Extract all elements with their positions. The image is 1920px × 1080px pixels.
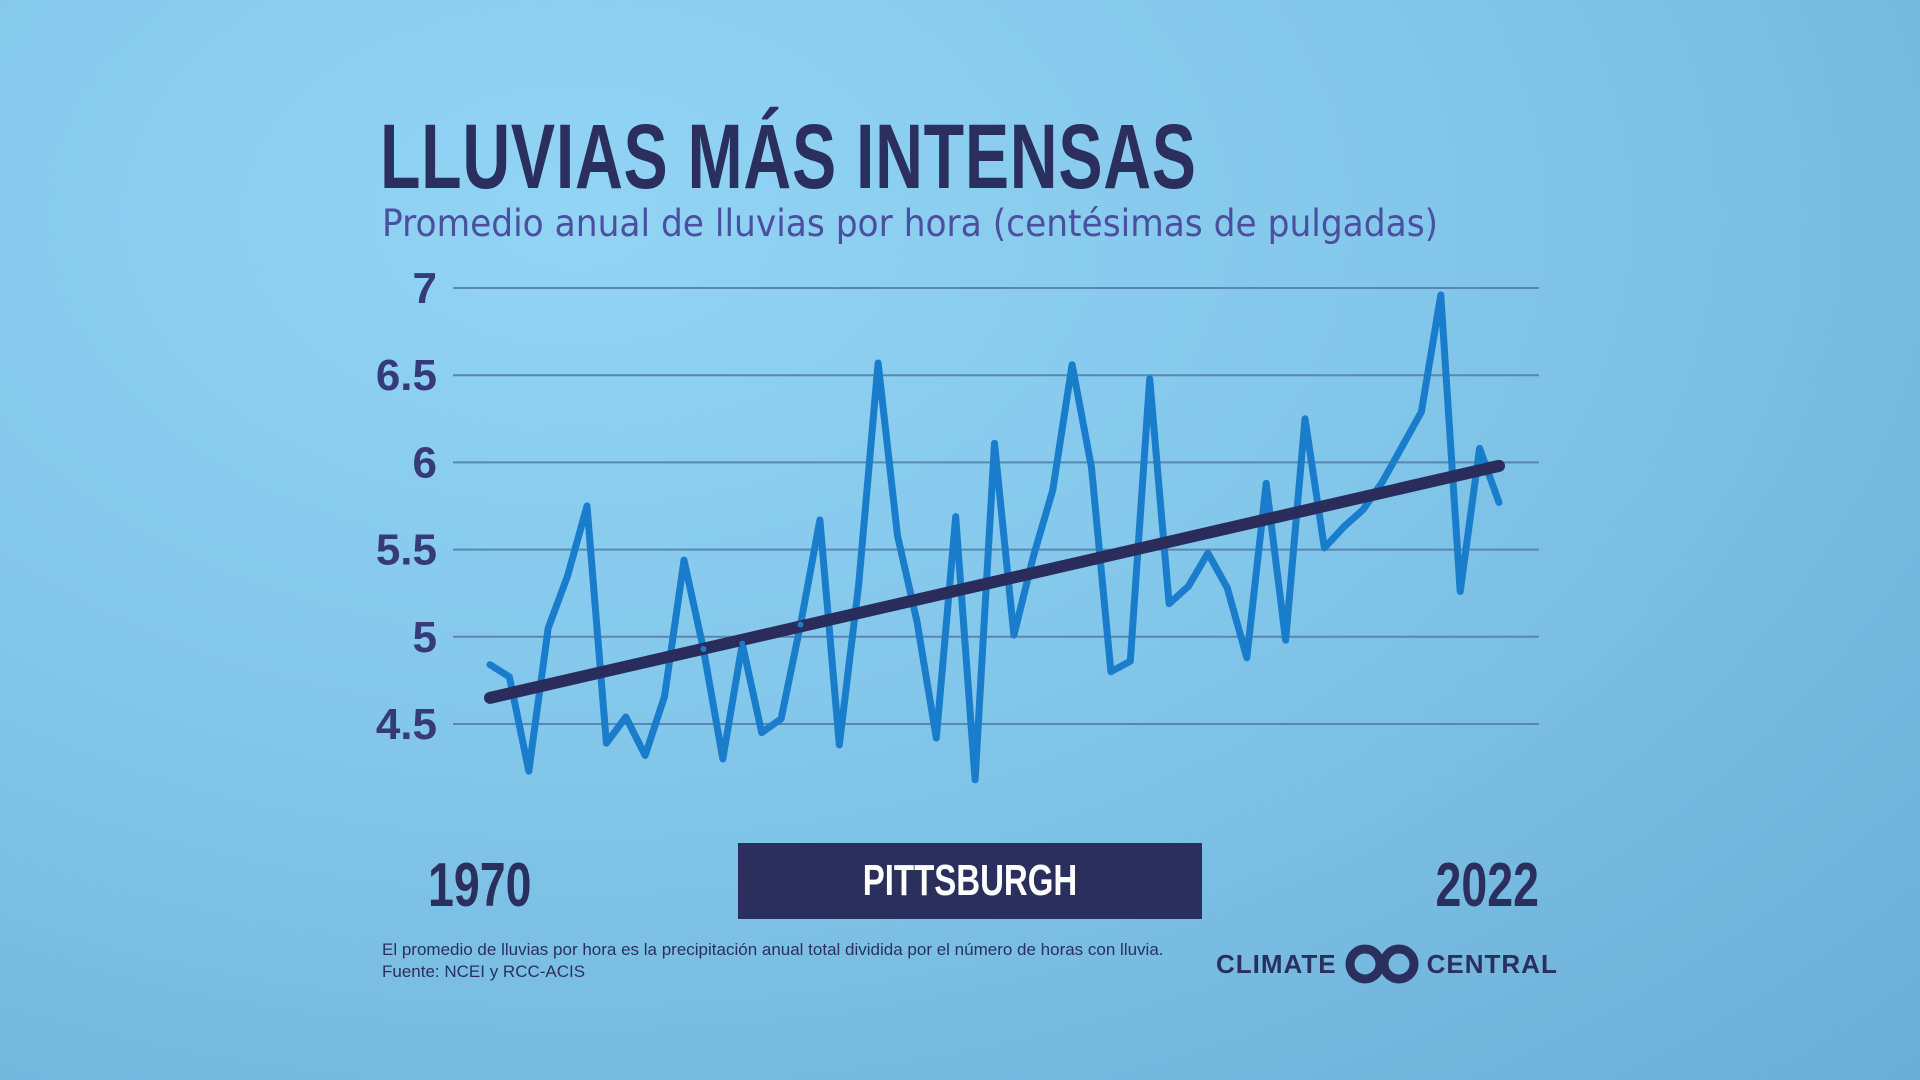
gridlines	[453, 287, 1539, 725]
data-point	[778, 715, 785, 722]
data-point	[1398, 443, 1405, 450]
data-point	[933, 734, 940, 741]
data-point	[584, 503, 591, 509]
data-point	[642, 752, 649, 759]
y-tick-label: 7	[413, 264, 437, 313]
series-line	[486, 291, 1503, 784]
data-point	[1204, 550, 1211, 557]
data-point	[1301, 415, 1308, 422]
data-point	[1496, 499, 1502, 506]
footnote: El promedio de lluvias por hora es la pr…	[382, 940, 1164, 959]
data-point	[1243, 654, 1250, 661]
data-point	[1088, 464, 1095, 471]
y-tick-label: 6.5	[376, 351, 437, 400]
data-point	[1476, 445, 1483, 452]
data-point	[1166, 600, 1173, 607]
data-point	[506, 673, 513, 680]
logo-text-right: CENTRAL	[1426, 948, 1558, 979]
location-label: PITTSBURGH	[862, 856, 1078, 905]
data-point	[719, 755, 726, 762]
y-tick-label: 5	[413, 613, 437, 662]
data-point	[1107, 668, 1114, 675]
data-point	[1379, 478, 1386, 485]
data-point	[875, 359, 882, 366]
y-tick-label: 6	[413, 438, 437, 487]
data-point	[622, 714, 629, 721]
data-point	[1049, 487, 1056, 494]
data-point	[1457, 588, 1464, 595]
data-point	[913, 618, 920, 625]
data-point	[1282, 637, 1289, 644]
data-point	[1360, 506, 1367, 513]
x-axis-end-label: 2022	[1435, 851, 1539, 920]
data-point	[952, 513, 959, 520]
chart-subtitle: Promedio anual de lluvias por hora (cent…	[382, 202, 1439, 245]
data-point	[855, 581, 862, 588]
data-point	[1146, 375, 1153, 382]
data-point	[700, 646, 707, 653]
data-point	[1437, 291, 1444, 298]
data-points	[487, 291, 1502, 783]
data-point	[1127, 658, 1134, 665]
data-point	[836, 741, 843, 748]
data-point	[487, 661, 493, 668]
data-point	[758, 729, 765, 736]
logo-rings-icon	[1345, 944, 1419, 984]
data-point	[661, 693, 668, 700]
data-point	[1185, 583, 1192, 590]
data-point	[816, 516, 823, 523]
trend-line	[484, 459, 1505, 704]
data-point	[1030, 553, 1037, 560]
location-banner: PITTSBURGH	[738, 843, 1202, 919]
data-point	[972, 776, 979, 783]
data-point	[525, 768, 532, 775]
data-point	[1224, 584, 1231, 591]
data-point	[1340, 523, 1347, 530]
data-point	[1321, 544, 1328, 551]
data-point	[1263, 480, 1270, 487]
data-point	[564, 572, 571, 579]
data-point	[991, 440, 998, 447]
x-axis-start-label: 1970	[428, 851, 532, 920]
climate-central-logo: CLIMATE CENTRAL	[1216, 944, 1558, 984]
data-point	[681, 557, 688, 564]
data-point	[894, 532, 901, 539]
chart-title: LLUVIAS MÁS INTENSAS	[380, 106, 1197, 208]
data-point	[797, 621, 804, 628]
source-note: Fuente: NCEI y RCC-ACIS	[382, 962, 586, 981]
data-point	[603, 740, 610, 747]
logo-text-left: CLIMATE	[1216, 948, 1337, 979]
data-point	[1010, 632, 1017, 639]
data-point	[1418, 408, 1425, 415]
y-tick-label: 5.5	[376, 526, 437, 575]
data-point	[1069, 361, 1076, 368]
y-axis-ticks: 7 6.5 6 5.5 5 4.5	[376, 264, 437, 749]
data-point	[545, 625, 552, 632]
y-tick-label: 4.5	[376, 700, 437, 749]
data-point	[739, 640, 746, 647]
